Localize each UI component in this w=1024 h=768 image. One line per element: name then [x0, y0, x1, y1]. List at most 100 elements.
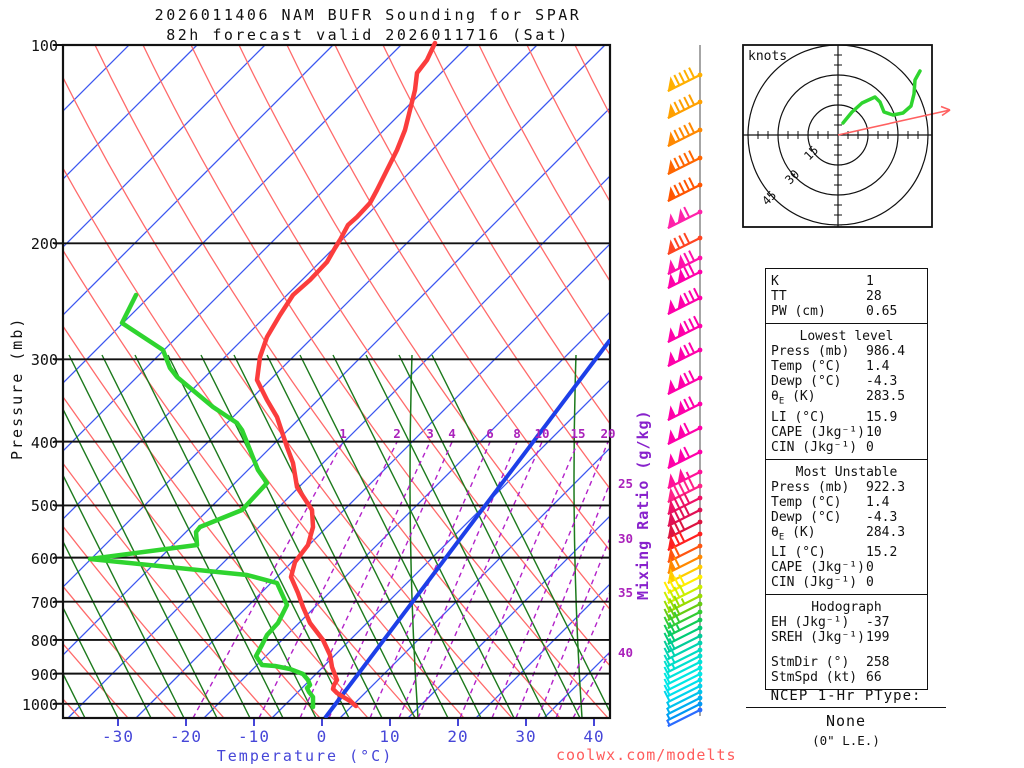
stats-row-value: 28 [866, 289, 882, 304]
isotherm-lines [63, 45, 610, 718]
stats-row-value: 15.2 [866, 545, 898, 561]
pressure-tick-label: 100 [30, 37, 58, 55]
stats-row-value: 10 [866, 424, 882, 440]
stats-row: StmDir (°) 258 [771, 655, 922, 670]
watermark-link[interactable]: coolwx.com/modelts [556, 746, 737, 764]
wind-barb [667, 315, 703, 344]
mixing-ratio-axis-label: Mixing Ratio (g/kg) [634, 409, 652, 600]
wind-barb [663, 653, 703, 674]
stats-panel: K 1 TT 28 PW (cm) 0.65 Lowest level Press (mb) 9… [765, 268, 928, 691]
stats-row: θE (K) 283.5 [771, 389, 922, 410]
dewpoint-curve [87, 292, 316, 710]
pressure-tick-label: 500 [30, 497, 58, 516]
stats-row-value: 284.3 [866, 524, 906, 540]
stats-row-value: 283.5 [866, 389, 906, 404]
stats-row: CAPE (Jkg⁻¹) 10 [771, 425, 922, 440]
wind-barb [667, 554, 703, 575]
pressure-tick-label: 300 [30, 351, 58, 370]
stats-section-header: Lowest level [799, 329, 894, 344]
pressure-tick-label: 800 [30, 631, 58, 650]
wind-barb [663, 574, 703, 595]
wind-barb [667, 543, 703, 564]
pressure-tick-label: 600 [30, 549, 58, 568]
pressure-tick-label: 400 [30, 433, 58, 452]
stats-row-value: 199 [866, 630, 890, 646]
stats-row-label: Dewp (°C) [771, 374, 842, 389]
stats-row-value: 15.9 [866, 409, 898, 425]
wind-barb [663, 659, 703, 680]
stats-row: CIN (Jkg⁻¹) 0 [771, 575, 922, 590]
wind-barb [663, 617, 703, 638]
stats-row-value: 986.4 [866, 344, 906, 359]
wind-barb [667, 177, 703, 203]
stats-row-label: LI (°C) [771, 545, 826, 561]
ptype-value: None [825, 712, 867, 730]
mixing-ratio-label: 35 [618, 585, 634, 600]
chart-title-line1: 2026011406 NAM BUFR Sounding for SPAR [154, 6, 582, 24]
pressure-tick-label: 700 [30, 593, 58, 612]
stats-row: LI (°C) 15.9 [771, 410, 922, 425]
pressure-tick-label: 1000 [21, 695, 58, 714]
temperature-tick-label: 30 [515, 727, 537, 746]
stats-row-label: Dewp (°C) [771, 509, 842, 525]
ptype-detail: (0" L.E.) [812, 733, 880, 748]
stats-row-value: -4.3 [866, 509, 898, 525]
wind-barb [663, 671, 703, 692]
mixing-ratio-label: 3 [426, 426, 434, 441]
mixing-ratio-label: 40 [618, 645, 634, 660]
wind-barb [667, 150, 703, 176]
hodograph-units-label: knots [748, 49, 788, 64]
stats-row-label: PW (cm) [771, 304, 826, 319]
mixing-ratio-label: 10 [534, 426, 550, 441]
stats-row-value: -4.3 [866, 374, 898, 389]
wind-barb [663, 593, 703, 614]
stats-row-value: 258 [866, 655, 890, 671]
temperature-tick-label: -20 [170, 727, 202, 746]
stats-row-value: -37 [866, 615, 890, 631]
wind-barb [663, 683, 703, 704]
mixing-ratio-label: 4 [448, 426, 456, 441]
plot-border [61, 43, 612, 720]
mixing-ratio-label: 1 [339, 426, 347, 441]
wind-barb [667, 122, 703, 148]
thick-blue-reference-line [323, 338, 610, 718]
wind-barb [663, 625, 703, 646]
stats-row-label: CAPE (Jkg⁻¹) [771, 560, 865, 576]
wind-barb [666, 695, 703, 716]
mixing-ratio-label: 15 [570, 426, 586, 441]
stats-row: TT 28 [771, 289, 922, 304]
temperature-tick-marks [117, 719, 595, 726]
temperature-tick-label: 20 [447, 727, 469, 746]
stats-row-value: 1.4 [866, 359, 890, 374]
stats-row-label: EH (Jkg⁻¹) [771, 615, 850, 631]
stats-row-value: 1 [866, 274, 874, 289]
wind-barb-column [663, 45, 703, 728]
stats-row-value: 0 [866, 439, 874, 455]
wind-barb [663, 677, 703, 698]
stats-row-label: Press (mb) [771, 479, 850, 495]
wind-barb [667, 206, 703, 230]
stats-row-label: θE (K) [771, 524, 816, 543]
wind-barb [663, 584, 703, 605]
stats-row-label: CIN (Jkg⁻¹) [771, 575, 858, 591]
stats-section: Lowest level Press (mb) 986.4 Temp (°C) 1.4 D… [766, 323, 927, 459]
stats-section-header: Most Unstable [795, 464, 898, 480]
stats-row-value: 922.3 [866, 479, 906, 495]
wind-barb [667, 468, 703, 490]
stats-section: Most Unstable Press (mb) 922.3 Temp (°C) 1.4… [766, 458, 927, 595]
stats-row-label: Temp (°C) [771, 494, 842, 510]
wind-barb [663, 647, 703, 668]
wind-barb [667, 232, 703, 256]
stats-row: Dewp (°C) -4.3 [771, 374, 922, 389]
stats-gap [771, 645, 922, 655]
stats-row-label: θE (K) [771, 389, 816, 407]
wind-barb [667, 287, 703, 316]
wind-barb [663, 601, 703, 622]
temperature-tick-label: 40 [583, 727, 605, 746]
wind-barb [663, 640, 703, 661]
stats-row-value: 0.65 [866, 304, 898, 319]
stats-row-label: StmSpd (kt) [771, 670, 858, 686]
stats-row-value: 0 [866, 560, 874, 576]
